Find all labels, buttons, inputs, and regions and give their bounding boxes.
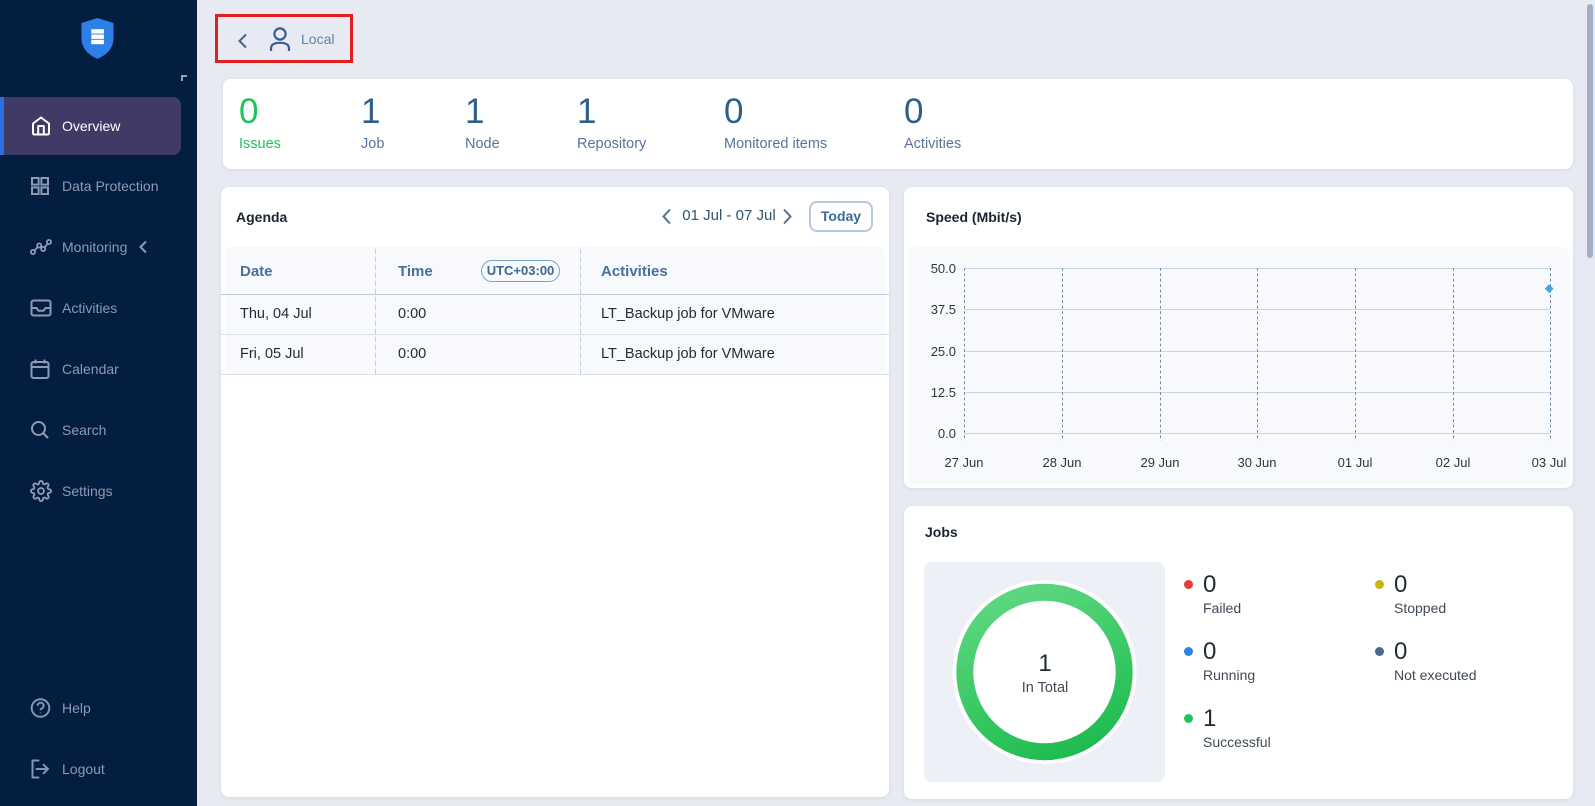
svg-text:50.0: 50.0 xyxy=(931,261,956,276)
svg-text:25.0: 25.0 xyxy=(931,344,956,359)
svg-text:03 Jul: 03 Jul xyxy=(1532,455,1567,470)
svg-text:27 Jun: 27 Jun xyxy=(944,455,983,470)
svg-text:01 Jul: 01 Jul xyxy=(1338,455,1373,470)
svg-text:37.5: 37.5 xyxy=(931,302,956,317)
svg-text:29 Jun: 29 Jun xyxy=(1140,455,1179,470)
svg-text:12.5: 12.5 xyxy=(931,385,956,400)
svg-text:0.0: 0.0 xyxy=(938,426,956,441)
svg-text:02 Jul: 02 Jul xyxy=(1436,455,1471,470)
svg-text:28 Jun: 28 Jun xyxy=(1042,455,1081,470)
svg-text:30 Jun: 30 Jun xyxy=(1237,455,1276,470)
